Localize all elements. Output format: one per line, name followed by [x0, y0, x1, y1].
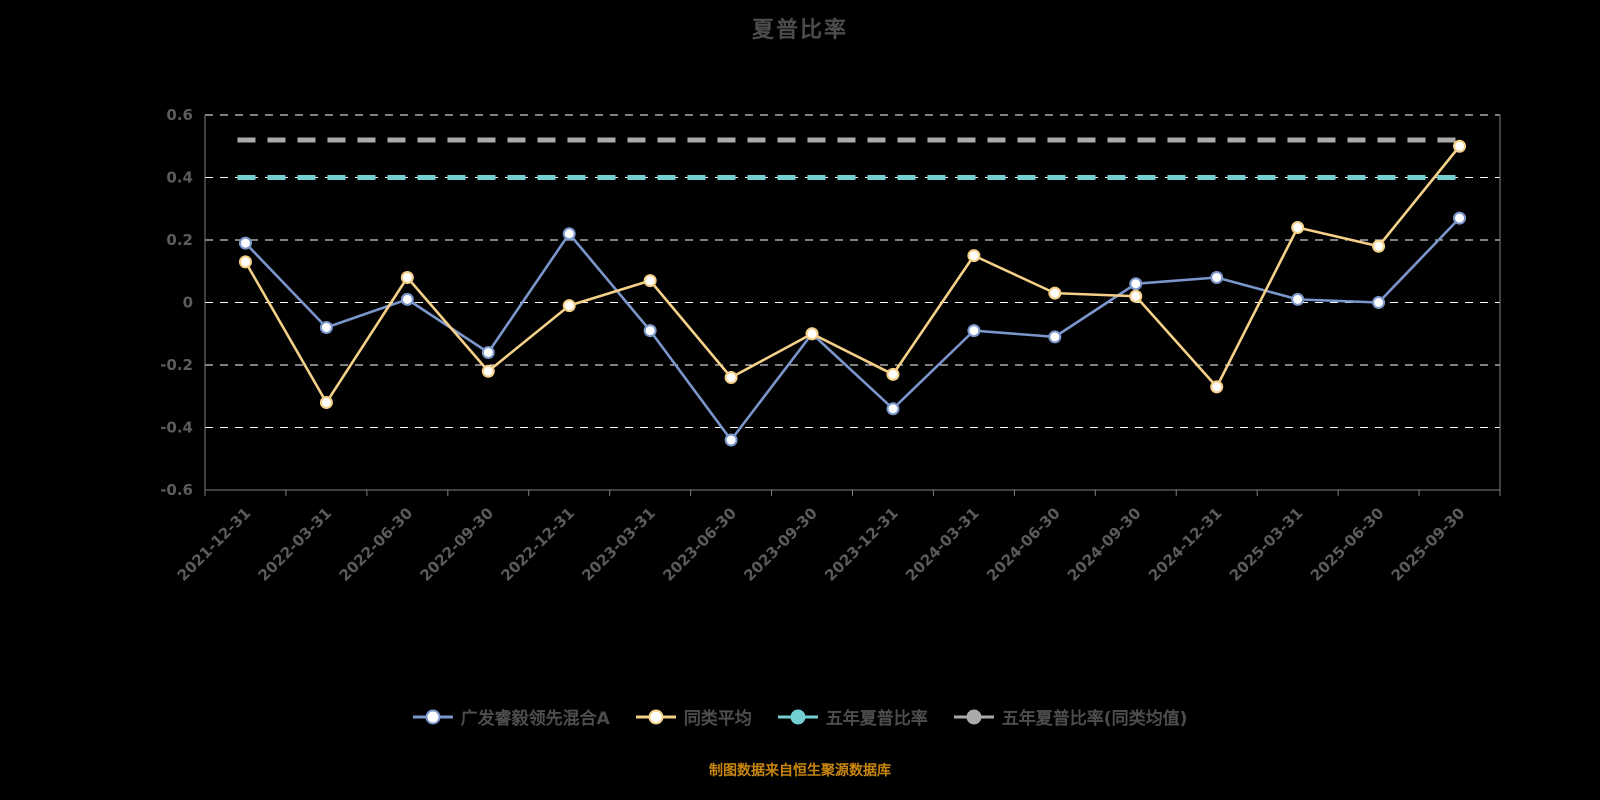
x-axis-tick-label: 2023-03-31: [578, 504, 659, 585]
data-point-marker[interactable]: [562, 227, 576, 241]
y-axis-tick-label: 0.6: [166, 106, 193, 124]
x-axis-tick-label: 2025-03-31: [1226, 504, 1307, 585]
data-point-marker[interactable]: [1129, 277, 1143, 291]
legend-label: 五年夏普比率: [825, 709, 928, 729]
data-point-marker[interactable]: [1129, 289, 1143, 303]
legend-item[interactable]: 五年夏普比率: [777, 704, 928, 729]
data-point-marker[interactable]: [1372, 239, 1386, 253]
data-point-marker[interactable]: [1453, 139, 1467, 153]
data-point-marker[interactable]: [886, 367, 900, 381]
y-axis-tick-label: 0.4: [166, 169, 193, 187]
legend-label: 广发睿毅领先混合A: [460, 709, 610, 729]
x-axis-tick-label: 2024-03-31: [902, 504, 983, 585]
data-point-marker[interactable]: [481, 364, 495, 378]
y-axis-tick-label: -0.4: [160, 419, 193, 437]
legend-item[interactable]: 广发睿毅领先混合A: [412, 704, 610, 729]
legend-marker-icon: [412, 709, 453, 724]
chart-title: 夏普比率: [751, 18, 848, 43]
x-axis-tick-label: 2023-06-30: [659, 504, 740, 585]
data-point-marker[interactable]: [1210, 380, 1224, 394]
y-axis-tick-label: 0.2: [166, 231, 193, 249]
data-point-marker[interactable]: [1210, 271, 1224, 284]
x-axis-tick-label: 2022-12-31: [497, 504, 578, 585]
legend-label: 五年夏普比率(同类均值): [1001, 709, 1188, 729]
y-axis-tick-label: -0.6: [160, 481, 193, 499]
data-point-marker[interactable]: [724, 433, 738, 447]
x-axis-tick-label: 2022-09-30: [417, 504, 498, 585]
data-point-marker[interactable]: [643, 274, 657, 288]
data-point-marker[interactable]: [238, 255, 252, 269]
x-axis-tick-label: 2022-06-30: [336, 504, 417, 585]
legend-marker-icon: [953, 709, 994, 724]
data-point-marker[interactable]: [1453, 211, 1467, 225]
data-point-marker[interactable]: [400, 271, 414, 284]
x-axis-tick-label: 2022-03-31: [255, 504, 336, 585]
y-axis-tick-label: 0: [183, 294, 193, 312]
x-axis-tick-label: 2025-09-30: [1388, 504, 1469, 585]
data-point-marker[interactable]: [1048, 330, 1062, 344]
data-point-marker[interactable]: [886, 402, 900, 416]
data-point-marker[interactable]: [400, 292, 414, 306]
x-axis-tick-label: 2025-06-30: [1307, 504, 1388, 585]
x-axis-tick-label: 2024-12-31: [1145, 504, 1226, 585]
x-axis-tick-label: 2023-12-31: [821, 504, 902, 585]
data-point-marker[interactable]: [1048, 286, 1062, 300]
legend-marker-icon: [635, 709, 676, 724]
data-point-marker[interactable]: [319, 321, 333, 334]
series-line: [244, 216, 1461, 442]
x-axis-tick-label: 2024-09-30: [1064, 504, 1145, 585]
data-point-marker[interactable]: [562, 299, 576, 313]
data-point-marker[interactable]: [805, 327, 819, 341]
data-point-marker[interactable]: [319, 396, 333, 409]
data-point-marker[interactable]: [238, 236, 252, 250]
data-point-marker[interactable]: [1291, 221, 1305, 234]
legend-item[interactable]: 五年夏普比率(同类均值): [953, 704, 1188, 729]
data-point-marker[interactable]: [967, 324, 981, 338]
series-line: [244, 144, 1461, 404]
chart-legend: 广发睿毅领先混合A 同类平均 五年夏普比率 五年夏普比率(同类均值): [0, 704, 1600, 729]
legend-label: 同类平均: [683, 709, 752, 729]
data-point-marker[interactable]: [967, 249, 981, 263]
data-point-marker[interactable]: [724, 371, 738, 384]
chart-plot-area: 0.6 0.4 0.2 0 -0.2 -0.4 -0.6 2021-12-31 2022-03-…: [160, 106, 1501, 585]
x-axis-tick-label: 2024-06-30: [983, 504, 1064, 585]
data-point-marker[interactable]: [1291, 292, 1305, 306]
data-point-marker[interactable]: [1372, 296, 1386, 309]
legend-item[interactable]: 同类平均: [635, 704, 752, 729]
legend-marker-icon: [777, 709, 818, 724]
x-axis-tick-label: 2023-09-30: [740, 504, 821, 585]
x-axis-tick-label: 2021-12-31: [174, 504, 255, 585]
data-point-marker[interactable]: [643, 324, 657, 338]
data-source-note: 制图数据来自恒生聚源数据库: [709, 763, 891, 779]
data-point-marker[interactable]: [481, 346, 495, 359]
y-axis-tick-label: -0.2: [160, 356, 193, 374]
